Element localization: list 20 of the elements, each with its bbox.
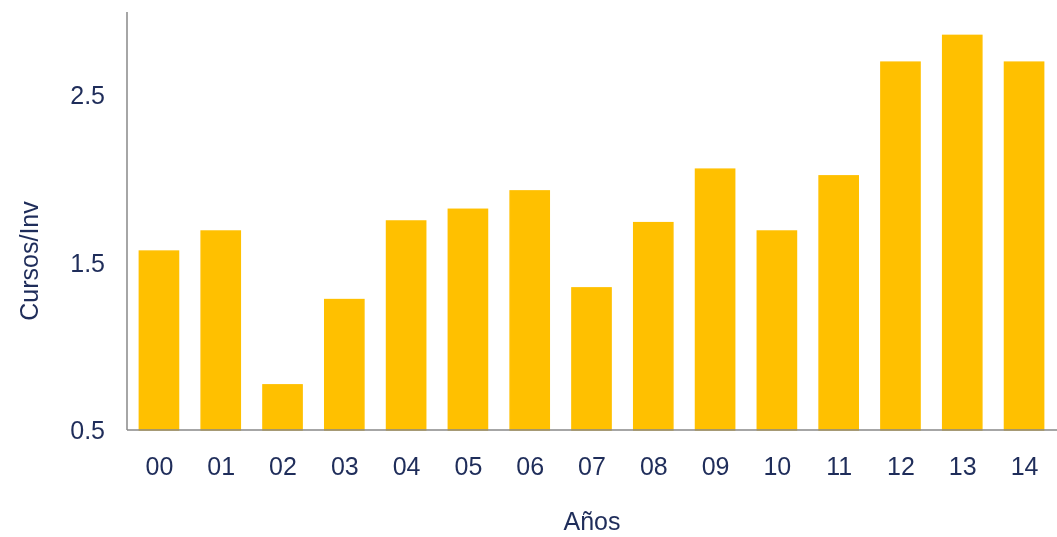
x-tick-label: 02 [269, 452, 297, 480]
x-tick-label: 04 [392, 452, 421, 480]
y-tick-label: 1.5 [70, 248, 105, 277]
x-tick-label: 07 [578, 452, 606, 480]
y-tick-label: 2.5 [70, 81, 105, 110]
x-axis-title: Años [563, 507, 621, 535]
x-tick-label: 05 [454, 452, 483, 480]
x-tick-label: 01 [207, 452, 236, 480]
x-tick-label: 11 [826, 452, 853, 480]
x-tick-label: 13 [948, 452, 977, 480]
x-tick-label: 08 [639, 452, 668, 480]
x-tick-label: 14 [1010, 452, 1039, 480]
x-tick-label: 03 [330, 452, 359, 480]
x-tick-label: 10 [763, 452, 792, 480]
x-tick-label: 06 [516, 452, 545, 480]
y-tick-label: 0.5 [70, 415, 105, 444]
x-tick-label: 12 [887, 452, 915, 480]
x-tick-label: 09 [701, 452, 730, 480]
y-axis-title: Cursos/Inv [15, 200, 43, 321]
x-tick-label: 00 [145, 452, 174, 480]
